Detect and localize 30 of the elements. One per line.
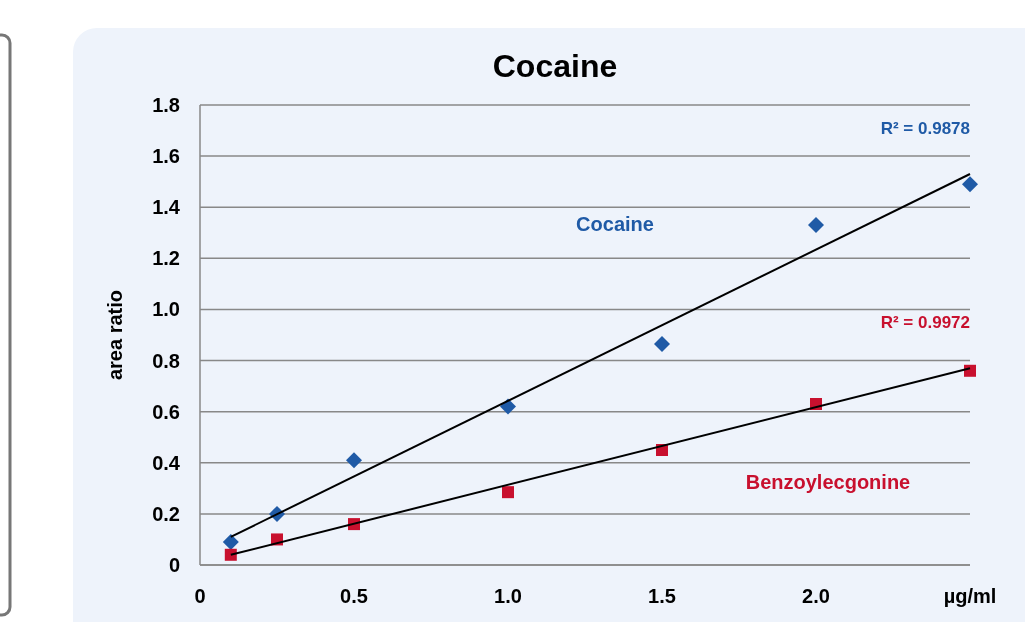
annotation: R² = 0.9972 (880, 313, 970, 333)
chart-title: Cocaine (492, 48, 618, 84)
x-tick-label: µg/ml (943, 585, 997, 607)
y-tick-label: 1.0 (152, 298, 180, 321)
y-tick-label: 0.4 (152, 451, 181, 474)
point (808, 217, 824, 234)
point (346, 452, 362, 469)
text: Benzoylecgonine (745, 470, 911, 493)
text: Cocaine (576, 213, 654, 236)
x-tick-label: 0 (194, 585, 206, 607)
point (964, 364, 976, 377)
point (502, 486, 514, 499)
point (654, 335, 670, 352)
y-tick-label: 0.2 (152, 502, 180, 525)
y-tick-label: 1.8 (152, 94, 180, 116)
y-axis-title: area ratio (104, 289, 126, 381)
y-tick-label: 0 (168, 554, 180, 576)
x-tick-label: 0.5 (340, 585, 368, 607)
y-tick-label: 0.6 (152, 400, 180, 423)
x-tick-label: 1.5 (648, 585, 676, 607)
x-tick-label: 2.0 (802, 585, 830, 607)
y-tick-label: 1.2 (152, 247, 180, 270)
x-tick-label: 1.0 (494, 585, 522, 607)
point (962, 176, 978, 193)
annotation: R² = 0.9878 (880, 119, 970, 138)
y-tick-label: 1.6 (152, 145, 180, 168)
y-tick-label: 0.8 (152, 349, 180, 372)
point (224, 548, 237, 561)
y-tick-label: 1.4 (152, 196, 181, 219)
point (222, 534, 239, 550)
